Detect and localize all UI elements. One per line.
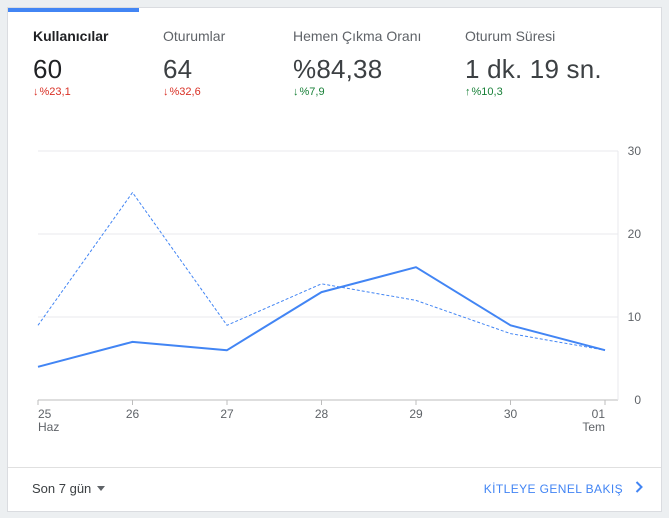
metric-value: 64 xyxy=(163,54,193,84)
chevron-right-icon xyxy=(635,481,643,496)
metric-label: Hemen Çıkma Oranı xyxy=(293,28,422,44)
y-tick-label: 20 xyxy=(628,227,642,241)
metric-bounce-rate[interactable]: Hemen Çıkma Oranı %84,38 ↓%7,9 xyxy=(293,28,421,98)
x-tick-label: 29 xyxy=(409,407,423,421)
y-tick-label: 30 xyxy=(628,144,642,158)
arrow-up-icon: ↑ xyxy=(465,86,471,98)
x-tick-label: 25 xyxy=(38,407,52,421)
arrow-down-icon: ↓ xyxy=(33,86,39,98)
current-series-line xyxy=(37,266,606,368)
metric-delta-value: %32,6 xyxy=(169,86,201,98)
y-tick-label: 10 xyxy=(628,310,642,324)
x-tick-label: 30 xyxy=(504,407,518,421)
metric-session-duration[interactable]: Oturum Süresi 1 dk. 19 sn. ↑%10,3 xyxy=(465,28,602,98)
metric-label: Kullanıcılar xyxy=(33,28,109,44)
metric-label: Oturumlar xyxy=(163,28,226,44)
comparison-series-line xyxy=(37,192,606,351)
metric-delta-value: %23,1 xyxy=(39,86,71,98)
arrow-down-icon: ↓ xyxy=(163,86,169,98)
metric-users[interactable]: Kullanıcılar 60 ↓%23,1 xyxy=(33,28,108,98)
metric-value: 1 dk. 19 sn. xyxy=(465,54,602,84)
card-footer: Son 7 gün KİTLEYE GENEL BAKIŞ xyxy=(8,467,661,511)
active-metric-indicator xyxy=(8,8,139,12)
x-tick-label: 01 xyxy=(592,407,606,421)
date-range-dropdown[interactable]: Son 7 gün xyxy=(32,481,106,496)
x-tick-sublabel: Haz xyxy=(38,420,59,434)
metric-delta: ↓%7,9 xyxy=(293,86,421,98)
metric-delta: ↓%32,6 xyxy=(163,86,225,98)
metric-delta-value: %7,9 xyxy=(299,86,325,98)
metric-delta: ↓%23,1 xyxy=(33,86,108,98)
y-tick-label: 0 xyxy=(634,393,641,407)
audience-overview-label: KİTLEYE GENEL BAKIŞ xyxy=(483,481,623,496)
x-tick-label: 27 xyxy=(220,407,234,421)
date-range-label: Son 7 gün xyxy=(32,481,92,496)
metric-value: %84,38 xyxy=(293,54,383,84)
metric-delta-value: %10,3 xyxy=(471,86,503,98)
x-tick-label: 28 xyxy=(315,407,329,421)
metric-sessions[interactable]: Oturumlar 64 ↓%32,6 xyxy=(163,28,225,98)
audience-overview-link[interactable]: KİTLEYE GENEL BAKIŞ xyxy=(484,481,643,496)
users-line-chart: 0 10 20 30 25 Haz 26 27 28 29 30 01 Tem xyxy=(8,138,661,438)
metric-label: Oturum Süresi xyxy=(465,28,556,44)
audience-overview-card: Kullanıcılar 60 ↓%23,1 Oturumlar 64 ↓%32… xyxy=(7,7,662,512)
metric-delta: ↑%10,3 xyxy=(465,86,602,98)
x-tick-sublabel: Tem xyxy=(582,420,605,434)
metric-value: 60 xyxy=(33,54,63,84)
arrow-down-icon: ↓ xyxy=(293,86,299,98)
caret-down-icon xyxy=(97,486,106,491)
x-tick-label: 26 xyxy=(126,407,140,421)
